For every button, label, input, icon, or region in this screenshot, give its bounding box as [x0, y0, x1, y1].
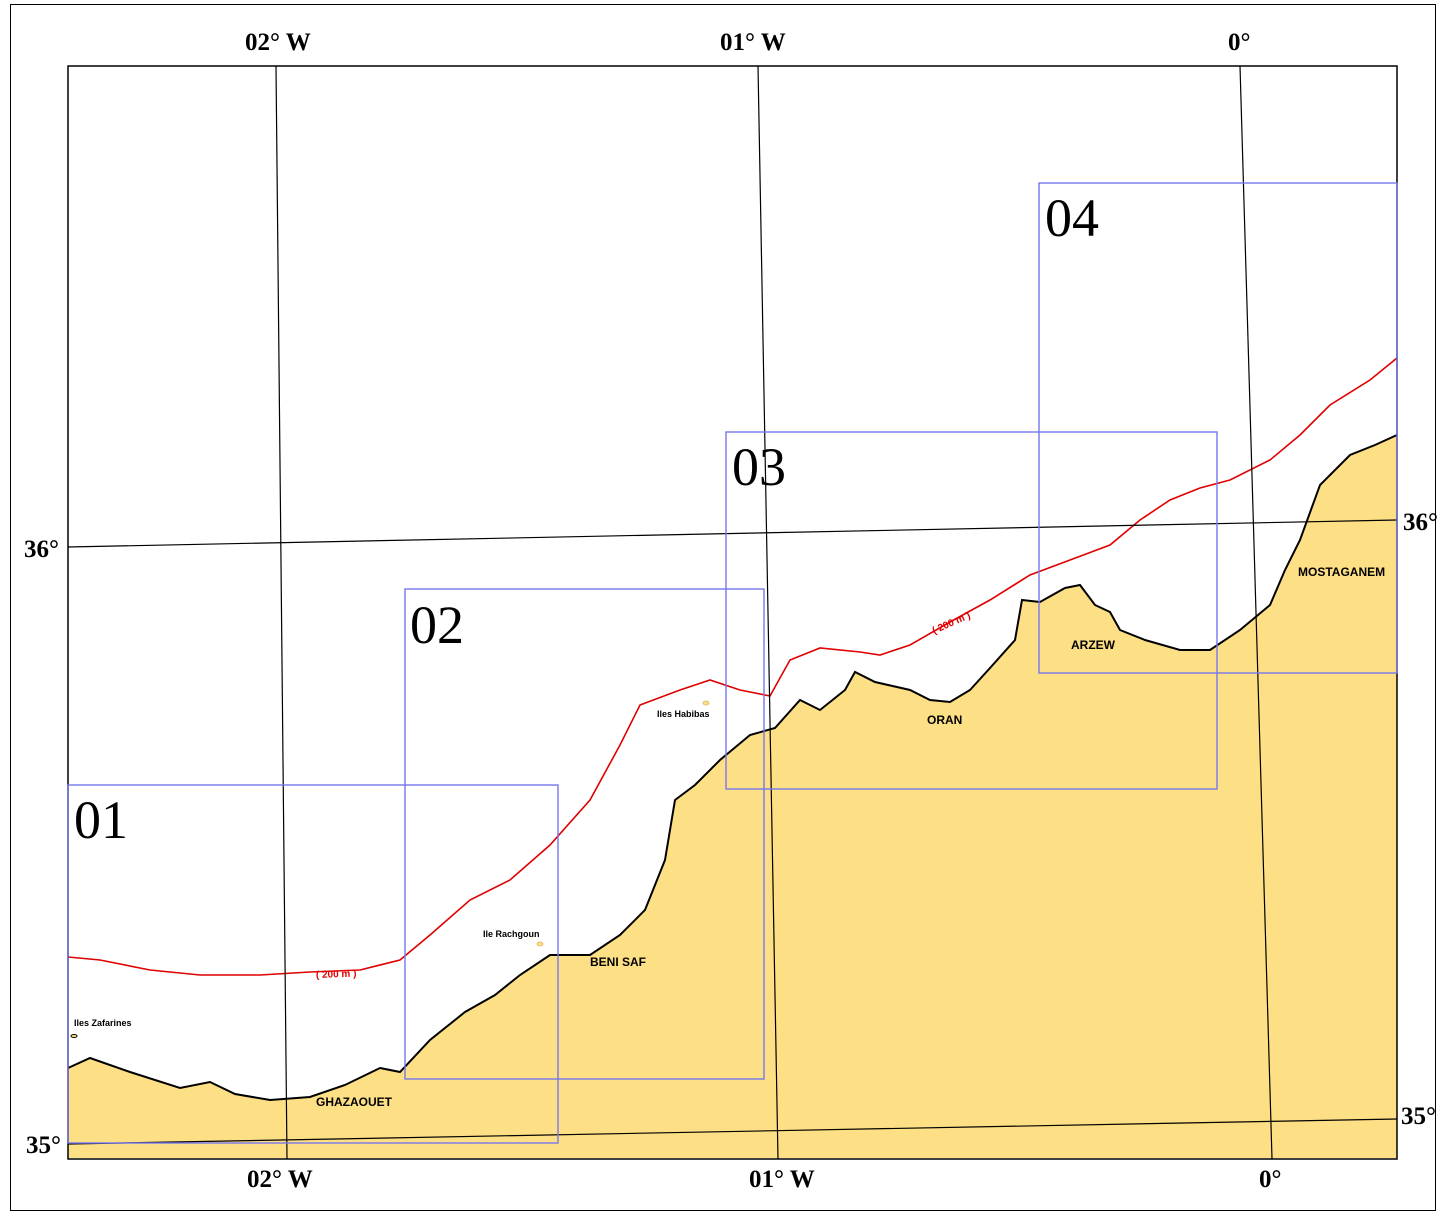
- place-iles-habibas: Iles Habibas: [657, 709, 710, 719]
- place-ghazaouet: GHAZAOUET: [316, 1095, 393, 1109]
- meridian-2w: [275, 65, 288, 1160]
- meridian-0: [1239, 65, 1273, 1160]
- zone-04-box[interactable]: [1038, 182, 1398, 674]
- map-frame: [10, 4, 1436, 1211]
- isobath-200m: [67, 357, 1398, 976]
- zone-03-label: 03: [732, 437, 786, 497]
- isobath-label-west: ( 200 m ): [316, 969, 357, 981]
- coastline: [67, 434, 1398, 1102]
- top-label-1w: 01° W: [720, 29, 786, 56]
- zone-04-label: 04: [1045, 188, 1099, 248]
- bottom-label-1w: 01° W: [749, 1166, 815, 1193]
- isobath-label-east: ( 200 m ): [931, 610, 973, 637]
- meridian-1w: [757, 65, 779, 1160]
- iles-habibas-marker: [702, 700, 710, 706]
- place-mostaganem: MOSTAGANEM: [1298, 565, 1385, 579]
- left-label-36n: 36°: [24, 536, 59, 563]
- place-ile-rachgoun: Ile Rachgoun: [483, 929, 540, 939]
- zone-01-box[interactable]: [67, 784, 559, 1144]
- place-beni-saf: BENI SAF: [590, 955, 646, 969]
- parallel-36n: [67, 519, 1398, 548]
- land-area: [68, 435, 1397, 1158]
- top-label-2w: 02° W: [245, 29, 311, 56]
- zone-02-box[interactable]: [404, 588, 765, 1080]
- ile-rachgoun-marker: [536, 941, 544, 947]
- iles-zafarines-marker: [70, 1034, 78, 1038]
- left-label-35n: 35°: [26, 1132, 61, 1159]
- zone-03-box[interactable]: [725, 431, 1218, 790]
- zone-01-label: 01: [74, 790, 128, 850]
- right-label-35n: 35°: [1401, 1103, 1436, 1130]
- place-iles-zafarines: Iles Zafarines: [74, 1018, 132, 1028]
- parallel-35n: [67, 1118, 1398, 1145]
- place-arzew: ARZEW: [1071, 638, 1116, 652]
- right-label-36n: 36°: [1403, 509, 1438, 536]
- top-label-0: 0°: [1228, 29, 1251, 56]
- bottom-label-2w: 02° W: [247, 1166, 313, 1193]
- place-oran: ORAN: [927, 713, 962, 727]
- zone-02-label: 02: [410, 595, 464, 655]
- bottom-label-0: 0°: [1259, 1166, 1282, 1193]
